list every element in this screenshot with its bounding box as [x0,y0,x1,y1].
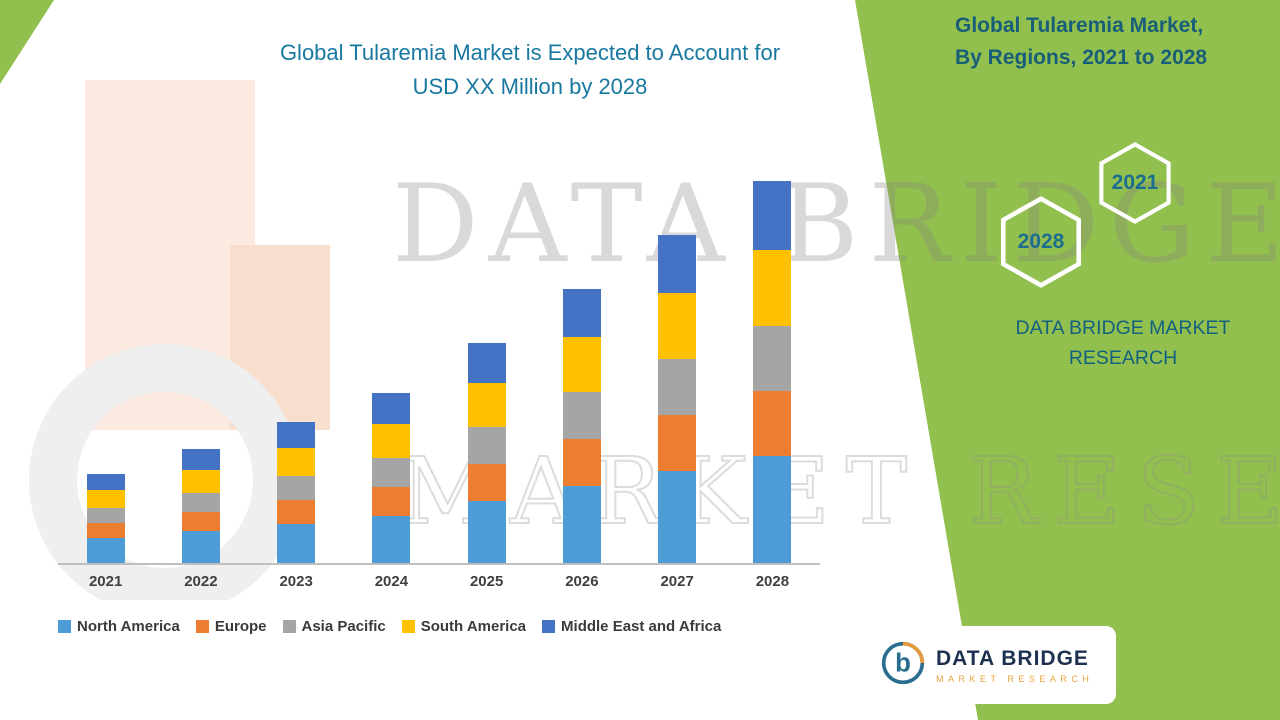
green-corner-triangle [0,0,54,84]
legend-item-asia-pacific: Asia Pacific [282,618,386,635]
hexagon-2021: 2021 [1094,142,1176,224]
legend-item-south-america: South America [401,618,527,635]
chart-title-line1: Global Tularemia Market is Expected to A… [279,40,781,65]
bar-segment-asia-pacific [86,508,125,523]
bar-segment-middle-east-and-africa [86,474,125,490]
bar-segment-middle-east-and-africa [372,393,411,424]
bar-segment-south-america [277,448,316,476]
x-axis-label-2022: 2022 [184,573,218,590]
x-axis-label-2027: 2027 [660,573,694,590]
legend-item-europe: Europe [195,618,267,635]
footer-logo-text: DATA BRIDGE MARKET RESEARCH [936,647,1093,684]
watermark-data-bridge: DATA BRIDGE [392,162,1280,287]
legend-item-middle-east-and-africa: Middle East and Africa [542,618,721,635]
bar-segment-north-america [562,486,601,563]
chart-title: Global Tularemia Market is Expected to A… [150,36,910,104]
footer-logo-card: b DATA BRIDGE MARKET RESEARCH [866,626,1116,704]
footer-brand: DATA BRIDGE [936,646,1089,670]
chart-title-line2: USD XX Million by 2028 [412,74,648,100]
bar-segment-asia-pacific [658,359,697,415]
bar-segment-south-america [467,383,506,427]
x-axis-label-2024: 2024 [374,573,409,590]
legend-item-north-america: North America [58,618,180,635]
bar-segment-middle-east-and-africa [658,235,697,293]
bar-segment-europe [658,415,697,471]
legend-swatch [282,620,296,633]
hexagon-outline [1099,142,1171,224]
bar-segment-europe [372,487,411,516]
bar-segment-north-america [372,516,411,563]
footer-sub-brand: MARKET RESEARCH [936,673,1094,684]
x-axis-label-2028: 2028 [755,573,790,590]
watermark-market-research: MARKET RESEARCH [399,437,1280,546]
bar-column-2027 [658,235,697,563]
legend-swatch [195,620,209,633]
bar-segment-south-america [86,490,125,508]
bar-segment-north-america [86,538,125,563]
bar-segment-south-america [753,250,792,326]
bar-segment-south-america [658,293,697,359]
panel-brand-line2: RESEARCH [1068,347,1178,370]
bar-segment-south-america [181,470,220,493]
data-bridge-logo-icon: b [880,640,926,691]
legend-swatch [401,620,415,633]
bar-segment-middle-east-and-africa [277,422,316,448]
bar-segment-asia-pacific [753,326,792,391]
bar-column-2023 [277,422,316,563]
legend-label: North America [77,618,180,635]
bar-segment-middle-east-and-africa [753,181,792,250]
bar-segment-north-america [181,531,220,563]
svg-text:b: b [895,649,911,677]
bar-segment-north-america [753,456,792,563]
bar-segment-middle-east-and-africa [467,343,506,383]
bar-segment-asia-pacific [372,458,411,487]
legend-label: Middle East and Africa [561,618,722,635]
bar-segment-europe [467,464,506,501]
bar-column-2024 [372,393,411,563]
x-axis-label-2025: 2025 [469,573,504,590]
hexagon-2021-label: 2021 [1111,171,1159,194]
legend-label: South America [420,618,527,635]
panel-brand-line1: DATA BRIDGE MARKET [1015,317,1231,339]
bar-segment-north-america [658,471,697,563]
legend-label: Europe [214,618,267,635]
bar-chart [58,172,820,565]
legend-label: Asia Pacific [301,618,386,635]
bar-segment-middle-east-and-africa [562,289,601,337]
bar-segment-south-america [562,337,601,392]
bar-column-2025 [467,343,506,563]
bar-column-2021 [86,474,125,563]
bar-segment-north-america [467,501,506,563]
bar-segment-europe [277,500,316,524]
panel-title-line1: Global Tularemia Market, [955,14,1204,37]
panel-brand-text: DATA BRIDGE MARKET RESEARCH [992,313,1254,373]
legend-swatch [58,620,71,633]
hexagon-2028-label: 2028 [1017,230,1065,253]
bar-segment-south-america [372,424,411,458]
background-logo-watermark [15,80,335,616]
panel-title: Global Tularemia Market, By Regions, 202… [955,10,1260,73]
bar-segment-middle-east-and-africa [181,449,220,470]
bar-segment-europe [562,439,601,486]
legend-swatch [542,620,556,633]
bar-column-2026 [562,289,601,563]
hexagon-outline [1000,196,1082,288]
panel-title-line2: By Regions, 2021 to 2028 [955,45,1208,69]
x-axis-labels: 2021 2022 2023 2024 2025 2026 2027 2028 [58,573,820,590]
bar-segment-asia-pacific [467,427,506,464]
bar-segment-europe [181,512,220,531]
bar-segment-asia-pacific [562,392,601,439]
hexagon-2028: 2028 [995,196,1087,288]
x-axis-label-2023: 2023 [279,573,313,590]
bar-segment-europe [86,523,125,538]
bar-segment-europe [753,391,792,456]
bar-column-2028 [753,181,792,563]
bar-segment-asia-pacific [181,493,220,512]
bar-segment-asia-pacific [277,476,316,500]
bar-column-2022 [181,449,220,563]
x-axis-label-2026: 2026 [565,573,599,590]
x-axis-label-2021: 2021 [88,573,123,590]
bar-segment-north-america [277,524,316,563]
chart-legend: North America Europe Asia Pacific South Ame… [58,618,848,635]
